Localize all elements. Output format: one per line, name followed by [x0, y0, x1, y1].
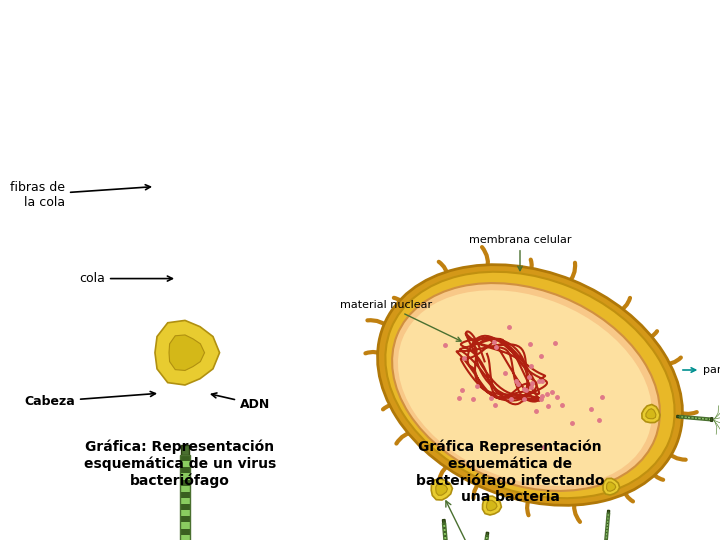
- Polygon shape: [180, 535, 189, 540]
- Polygon shape: [180, 474, 189, 480]
- Polygon shape: [486, 532, 489, 536]
- Text: Gráfica: Representación
esquemática de un virus
bacteriófago: Gráfica: Representación esquemática de u…: [84, 440, 276, 488]
- Polygon shape: [681, 416, 683, 418]
- Polygon shape: [155, 320, 220, 385]
- Polygon shape: [181, 445, 189, 455]
- Polygon shape: [607, 515, 610, 516]
- Polygon shape: [697, 417, 699, 420]
- Polygon shape: [169, 335, 204, 370]
- Ellipse shape: [398, 290, 652, 486]
- Polygon shape: [180, 455, 189, 461]
- Polygon shape: [605, 535, 608, 537]
- Polygon shape: [606, 527, 608, 529]
- Ellipse shape: [385, 272, 675, 498]
- Polygon shape: [444, 539, 447, 540]
- Polygon shape: [680, 415, 682, 418]
- Polygon shape: [485, 539, 488, 540]
- Polygon shape: [180, 485, 189, 492]
- Polygon shape: [443, 527, 446, 529]
- Polygon shape: [701, 417, 702, 420]
- Polygon shape: [180, 510, 189, 516]
- Polygon shape: [698, 417, 701, 420]
- Polygon shape: [444, 533, 446, 535]
- Polygon shape: [709, 418, 711, 421]
- Polygon shape: [606, 534, 608, 535]
- Polygon shape: [436, 484, 448, 495]
- Polygon shape: [180, 461, 189, 467]
- Polygon shape: [606, 521, 609, 523]
- Polygon shape: [443, 525, 446, 527]
- Polygon shape: [688, 416, 690, 419]
- Polygon shape: [482, 496, 501, 515]
- Polygon shape: [605, 537, 608, 538]
- Polygon shape: [485, 535, 488, 537]
- Polygon shape: [443, 519, 445, 523]
- Polygon shape: [686, 416, 688, 419]
- Polygon shape: [606, 532, 608, 534]
- Polygon shape: [443, 523, 446, 525]
- Polygon shape: [180, 498, 189, 504]
- Polygon shape: [606, 522, 609, 524]
- Polygon shape: [606, 529, 608, 531]
- Polygon shape: [180, 504, 189, 510]
- Polygon shape: [683, 416, 685, 418]
- Polygon shape: [707, 418, 709, 421]
- Polygon shape: [646, 409, 656, 419]
- Polygon shape: [606, 524, 608, 526]
- Text: ADN: ADN: [212, 393, 270, 411]
- Ellipse shape: [392, 283, 660, 491]
- Polygon shape: [606, 519, 609, 521]
- Text: Cabeza: Cabeza: [24, 392, 156, 408]
- Polygon shape: [605, 538, 608, 540]
- Polygon shape: [180, 492, 189, 498]
- Polygon shape: [180, 480, 189, 485]
- Text: fibras de
la cola: fibras de la cola: [10, 180, 150, 208]
- Ellipse shape: [377, 265, 683, 505]
- Polygon shape: [677, 415, 680, 418]
- Polygon shape: [692, 416, 693, 419]
- Polygon shape: [695, 417, 697, 420]
- Polygon shape: [180, 516, 189, 523]
- Text: Gráfica Representación
esquemática de
bacteriófago infectando
una bacteria: Gráfica Representación esquemática de ba…: [415, 440, 604, 504]
- Polygon shape: [431, 479, 452, 500]
- Polygon shape: [603, 478, 620, 495]
- Polygon shape: [693, 417, 696, 420]
- Polygon shape: [444, 531, 446, 533]
- Polygon shape: [485, 537, 488, 539]
- Polygon shape: [180, 523, 189, 529]
- Polygon shape: [706, 417, 708, 421]
- Text: cola: cola: [79, 272, 172, 285]
- Polygon shape: [607, 513, 610, 515]
- Polygon shape: [444, 537, 447, 539]
- Polygon shape: [607, 518, 609, 519]
- Polygon shape: [180, 467, 189, 474]
- Polygon shape: [606, 525, 608, 528]
- Polygon shape: [608, 510, 610, 513]
- Text: material nuclear: material nuclear: [340, 300, 461, 341]
- Polygon shape: [606, 482, 616, 491]
- Polygon shape: [607, 516, 609, 518]
- Polygon shape: [642, 404, 660, 423]
- Polygon shape: [703, 417, 706, 420]
- Polygon shape: [443, 529, 446, 531]
- Text: pared celular: pared celular: [683, 365, 720, 375]
- Polygon shape: [487, 500, 497, 511]
- Polygon shape: [685, 416, 687, 418]
- Polygon shape: [606, 530, 608, 532]
- Polygon shape: [444, 535, 447, 537]
- Polygon shape: [690, 416, 692, 419]
- Polygon shape: [180, 529, 189, 535]
- Polygon shape: [711, 417, 713, 421]
- Text: membrana celular: membrana celular: [469, 235, 571, 271]
- Polygon shape: [702, 417, 704, 420]
